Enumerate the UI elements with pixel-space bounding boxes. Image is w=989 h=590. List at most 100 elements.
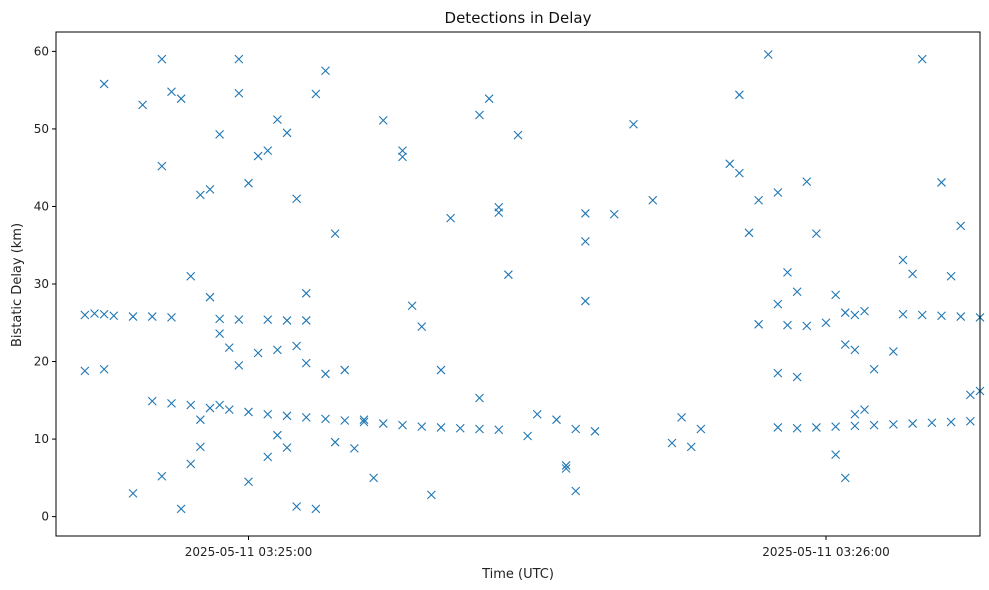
data-point-marker bbox=[484, 94, 494, 104]
data-point-marker bbox=[696, 424, 706, 434]
data-point-marker bbox=[821, 318, 831, 328]
data-point-marker bbox=[215, 400, 225, 410]
data-point-marker bbox=[301, 412, 311, 422]
data-point-marker bbox=[195, 442, 205, 452]
data-point-marker bbox=[176, 504, 186, 514]
data-point-marker bbox=[80, 310, 90, 320]
data-point-marker bbox=[311, 504, 321, 514]
data-point-marker bbox=[205, 403, 215, 413]
data-point-marker bbox=[946, 417, 956, 427]
data-point-marker bbox=[234, 315, 244, 325]
data-point-marker bbox=[292, 194, 302, 204]
data-point-marker bbox=[321, 414, 330, 424]
data-point-marker bbox=[667, 438, 677, 448]
data-point-marker bbox=[937, 178, 946, 187]
data-point-marker bbox=[321, 66, 330, 76]
data-point-marker bbox=[215, 314, 225, 324]
data-point-marker bbox=[417, 422, 427, 432]
chart-title: Detections in Delay bbox=[445, 9, 592, 27]
data-point-marker bbox=[580, 296, 590, 306]
data-point-marker bbox=[609, 209, 619, 219]
data-point-marker bbox=[244, 178, 253, 188]
y-tick-label: 10 bbox=[34, 432, 49, 446]
data-point-marker bbox=[927, 418, 937, 428]
data-point-marker bbox=[147, 396, 157, 406]
data-point-marker bbox=[436, 365, 446, 375]
data-point-marker bbox=[965, 390, 975, 400]
data-point-marker bbox=[503, 270, 513, 280]
data-point-marker bbox=[840, 308, 850, 318]
data-point-marker bbox=[272, 345, 282, 355]
data-point-marker bbox=[330, 437, 340, 447]
data-point-marker bbox=[908, 419, 918, 428]
data-point-marker bbox=[965, 416, 975, 426]
data-point-marker bbox=[398, 152, 407, 162]
data-point-marker bbox=[244, 477, 253, 487]
data-point-marker bbox=[272, 430, 282, 440]
data-point-marker bbox=[215, 129, 225, 139]
data-point-marker bbox=[580, 209, 590, 218]
data-point-marker bbox=[754, 319, 764, 329]
data-point-marker bbox=[167, 312, 176, 322]
data-point-marker bbox=[195, 415, 205, 425]
data-point-marker bbox=[494, 208, 504, 218]
y-tick-label: 50 bbox=[34, 122, 49, 136]
data-point-marker bbox=[272, 115, 282, 125]
data-point-marker bbox=[292, 341, 302, 351]
data-point-marker bbox=[340, 365, 350, 375]
data-point-marker bbox=[109, 311, 119, 321]
data-point-marker bbox=[195, 190, 205, 200]
data-point-marker bbox=[263, 452, 273, 462]
data-point-marker bbox=[157, 161, 167, 171]
data-point-marker bbox=[292, 502, 302, 511]
data-point-marker bbox=[792, 423, 802, 433]
data-point-marker bbox=[754, 195, 764, 205]
data-point-marker bbox=[128, 312, 138, 321]
data-point-marker bbox=[831, 450, 841, 459]
data-point-marker bbox=[956, 221, 966, 231]
data-point-marker bbox=[301, 358, 311, 368]
data-point-marker bbox=[773, 368, 783, 378]
x-tick-label: 2025-05-11 03:25:00 bbox=[185, 545, 312, 559]
data-point-marker bbox=[176, 94, 186, 104]
data-point-marker bbox=[359, 415, 369, 425]
data-point-marker bbox=[850, 310, 860, 320]
data-point-marker bbox=[850, 345, 860, 355]
y-tick-label: 60 bbox=[34, 44, 49, 58]
data-point-marker bbox=[956, 312, 966, 321]
data-point-marker bbox=[455, 423, 465, 433]
data-point-marker bbox=[561, 464, 571, 473]
data-point-marker bbox=[99, 364, 109, 374]
data-point-marker bbox=[860, 405, 869, 415]
data-point-marker bbox=[167, 87, 176, 97]
data-point-marker bbox=[580, 236, 590, 246]
data-point-marker bbox=[301, 316, 311, 325]
data-point-marker bbox=[378, 419, 388, 428]
y-axis-label: Bistatic Delay (km) bbox=[10, 223, 25, 347]
data-point-marker bbox=[398, 146, 407, 156]
data-point-marker bbox=[475, 424, 484, 434]
data-point-marker bbox=[831, 422, 841, 432]
data-point-marker bbox=[186, 459, 196, 469]
data-point-marker bbox=[811, 423, 821, 432]
data-point-marker bbox=[224, 405, 234, 415]
data-point-marker bbox=[561, 461, 571, 470]
data-point-marker bbox=[234, 54, 244, 64]
data-point-marker bbox=[99, 79, 109, 89]
data-point-marker bbox=[80, 366, 90, 376]
y-tick-label: 20 bbox=[34, 355, 49, 369]
y-axis: 0 10 20 30 40 50 60 bbox=[34, 44, 56, 524]
data-point-marker bbox=[783, 320, 792, 330]
data-point-marker bbox=[301, 288, 311, 298]
data-point-marker bbox=[860, 306, 869, 316]
y-tick-label: 0 bbox=[41, 510, 49, 524]
data-point-marker bbox=[898, 255, 908, 265]
data-point-marker bbox=[282, 128, 292, 138]
data-point-marker bbox=[869, 364, 879, 374]
data-point-marker bbox=[571, 424, 581, 434]
data-point-marker bbox=[215, 329, 225, 339]
data-point-marker bbox=[244, 407, 253, 417]
data-point-marker bbox=[282, 443, 292, 452]
data-point-marker bbox=[850, 409, 860, 419]
